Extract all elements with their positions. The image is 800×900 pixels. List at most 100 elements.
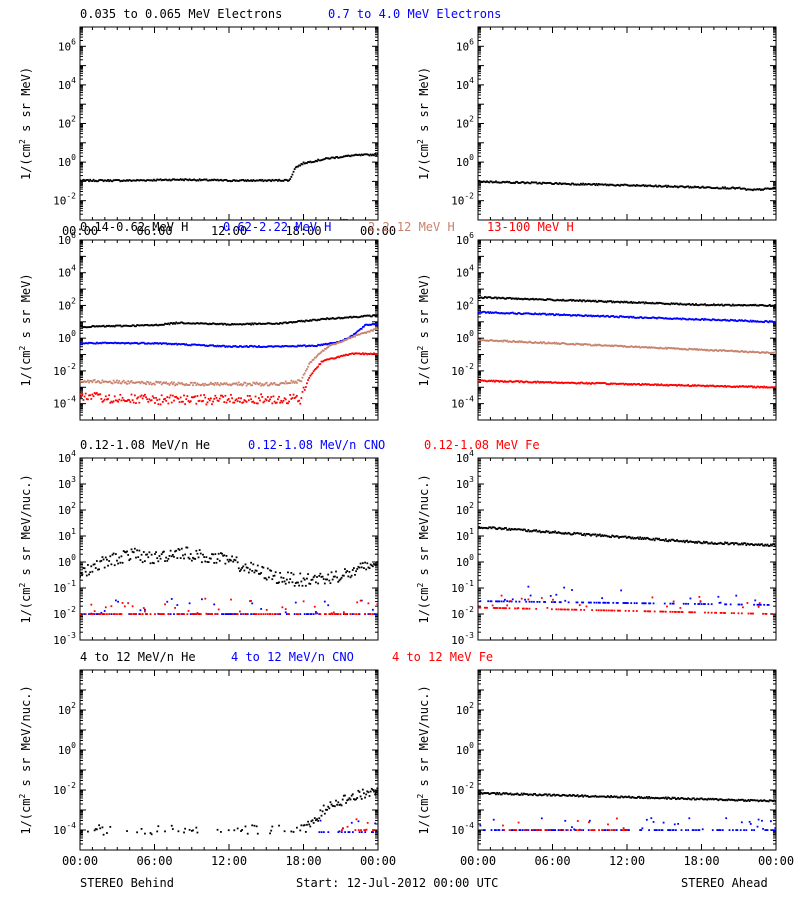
data-point xyxy=(171,178,174,181)
data-point xyxy=(761,304,763,306)
data-point xyxy=(501,250,503,252)
data-point xyxy=(272,395,275,398)
data-point xyxy=(271,345,274,348)
data-point xyxy=(186,255,188,257)
data-point xyxy=(234,180,237,182)
data-point xyxy=(750,188,753,191)
data-point xyxy=(643,251,645,253)
data-point xyxy=(523,251,525,253)
data-point xyxy=(221,345,223,347)
data-point xyxy=(499,380,502,382)
data-point xyxy=(762,386,764,389)
data-point xyxy=(544,251,546,253)
data-point xyxy=(121,380,124,383)
data-point xyxy=(683,348,686,350)
data-point xyxy=(313,318,316,321)
data-point xyxy=(88,573,90,576)
data-point xyxy=(93,254,95,256)
data-point xyxy=(230,345,232,348)
data-point xyxy=(752,350,754,353)
data-point xyxy=(668,384,671,387)
data-point xyxy=(268,400,270,402)
data-point xyxy=(771,250,773,252)
data-point xyxy=(680,318,683,321)
data-point xyxy=(543,341,545,344)
data-point xyxy=(365,352,368,355)
data-point xyxy=(308,344,311,347)
data-point xyxy=(214,382,217,384)
data-point xyxy=(166,343,169,346)
data-point xyxy=(663,317,666,320)
data-point xyxy=(626,315,629,318)
data-point xyxy=(769,187,772,190)
data-point xyxy=(677,347,680,350)
data-point xyxy=(519,298,522,300)
data-point xyxy=(208,399,211,402)
data-point xyxy=(637,383,639,385)
data-point xyxy=(291,344,294,347)
data-point xyxy=(622,345,625,348)
data-point xyxy=(157,178,160,181)
data-point xyxy=(763,351,766,354)
data-point xyxy=(112,400,115,403)
data-point xyxy=(717,303,720,306)
data-point xyxy=(496,249,498,251)
data-point xyxy=(87,342,89,345)
data-point xyxy=(212,322,214,325)
x-tick-label: 18:00 xyxy=(285,224,321,238)
data-point xyxy=(287,571,289,574)
data-point xyxy=(85,574,88,577)
data-point xyxy=(301,376,304,379)
data-point xyxy=(658,251,660,253)
data-point xyxy=(120,399,123,402)
data-point xyxy=(500,297,503,300)
data-point xyxy=(710,303,713,306)
data-point xyxy=(620,300,623,303)
data-point xyxy=(564,182,567,185)
data-point xyxy=(525,312,528,315)
data-point xyxy=(739,319,742,322)
data-point xyxy=(607,383,610,386)
data-point xyxy=(262,384,265,387)
data-point xyxy=(137,324,140,327)
data-point xyxy=(215,323,218,326)
data-point xyxy=(276,613,279,615)
data-point xyxy=(302,577,305,580)
data-point xyxy=(504,339,506,342)
data-point xyxy=(234,383,237,385)
data-point xyxy=(564,342,567,345)
data-point xyxy=(569,314,572,317)
data-point xyxy=(710,187,713,190)
data-point xyxy=(586,315,589,318)
data-point xyxy=(492,339,495,342)
data-point xyxy=(81,380,84,383)
data-point xyxy=(624,345,627,348)
data-point xyxy=(274,402,277,404)
data-point xyxy=(173,252,175,254)
data-point xyxy=(282,321,285,324)
data-point xyxy=(583,183,586,186)
data-point xyxy=(123,342,126,345)
data-point xyxy=(326,343,328,346)
data-point xyxy=(279,253,281,255)
data-point xyxy=(344,568,346,571)
data-point xyxy=(376,613,378,615)
data-point xyxy=(250,255,252,257)
data-point xyxy=(364,352,366,355)
data-point xyxy=(100,611,103,614)
data-point xyxy=(495,311,497,314)
data-point xyxy=(716,349,719,352)
data-point xyxy=(365,220,367,222)
data-point xyxy=(112,613,115,615)
data-point xyxy=(102,613,105,615)
data-point xyxy=(650,346,653,349)
data-point xyxy=(662,185,665,188)
data-point xyxy=(697,253,699,255)
data-point xyxy=(162,254,164,256)
data-point xyxy=(208,344,211,347)
data-point xyxy=(656,317,658,320)
data-point xyxy=(507,340,510,343)
data-point xyxy=(509,340,512,343)
data-point xyxy=(620,345,623,347)
data-point xyxy=(574,250,576,252)
